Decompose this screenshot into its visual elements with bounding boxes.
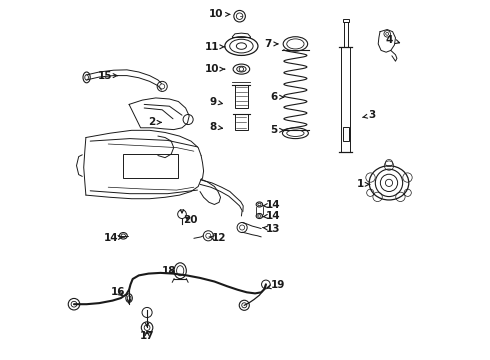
Text: 14: 14 bbox=[263, 211, 280, 221]
Text: 3: 3 bbox=[363, 110, 375, 120]
Text: 10: 10 bbox=[205, 64, 225, 74]
Text: 20: 20 bbox=[183, 215, 197, 225]
Text: 6: 6 bbox=[270, 92, 284, 102]
Text: 15: 15 bbox=[98, 71, 118, 81]
Text: 19: 19 bbox=[267, 280, 285, 290]
Text: 18: 18 bbox=[162, 266, 177, 276]
Text: 5: 5 bbox=[270, 125, 284, 135]
Text: 2: 2 bbox=[148, 117, 161, 127]
Text: 14: 14 bbox=[263, 200, 280, 210]
Text: 16: 16 bbox=[111, 287, 125, 297]
Text: 14: 14 bbox=[104, 233, 122, 243]
Bar bbox=[235, 114, 248, 130]
Bar bbox=[235, 85, 248, 108]
Text: 13: 13 bbox=[263, 224, 280, 234]
Text: 11: 11 bbox=[205, 42, 225, 52]
Bar bbox=[343, 19, 349, 22]
Text: 12: 12 bbox=[209, 233, 226, 243]
Bar bbox=[343, 127, 349, 141]
Text: 4: 4 bbox=[385, 35, 399, 45]
Text: 1: 1 bbox=[357, 179, 369, 189]
Text: 7: 7 bbox=[265, 39, 278, 49]
Text: 8: 8 bbox=[209, 122, 222, 132]
Bar bbox=[122, 154, 178, 178]
Text: 17: 17 bbox=[140, 330, 154, 341]
Text: 9: 9 bbox=[209, 96, 222, 107]
Bar bbox=[341, 47, 350, 152]
Text: 10: 10 bbox=[209, 9, 230, 19]
